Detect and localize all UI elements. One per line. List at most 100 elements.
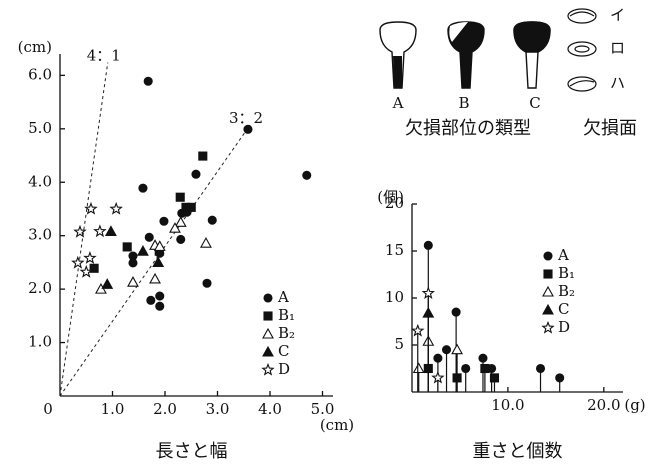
chart-title: 重さと個数 — [473, 441, 563, 462]
legend-marker — [263, 311, 273, 321]
marker — [149, 272, 161, 284]
y-tick-label: 6.0 — [28, 65, 52, 83]
legend-label: D — [558, 318, 570, 336]
marker — [169, 222, 181, 233]
x-tick-label: 2.0 — [153, 400, 177, 418]
legend-label: D — [278, 360, 290, 378]
marker — [191, 169, 201, 179]
marker — [146, 295, 156, 305]
face-label: ロ — [610, 39, 625, 57]
y-tick-label: 5 — [394, 335, 404, 353]
marker — [84, 201, 98, 215]
marker — [412, 362, 425, 374]
marker — [480, 363, 490, 374]
legend-marker — [262, 345, 274, 357]
y-tick-label: 15 — [385, 241, 404, 259]
marker — [174, 216, 187, 227]
marker — [478, 353, 488, 363]
type-label: C — [529, 94, 540, 112]
marker — [410, 323, 425, 337]
marker — [159, 216, 169, 226]
legend-label: B₂ — [278, 324, 295, 342]
y-tick-label: 20 — [385, 194, 404, 212]
type-label: A — [392, 94, 404, 112]
legend-marker — [543, 251, 553, 261]
shape-a-loss — [393, 56, 402, 88]
marker — [152, 256, 165, 267]
y-tick-label: 10 — [385, 288, 404, 306]
marker — [144, 232, 154, 242]
y-unit: (cm) — [18, 38, 52, 56]
legend-marker — [541, 320, 555, 334]
face-label: ハ — [610, 74, 625, 92]
y-unit: (個) — [377, 188, 404, 206]
type-label: B — [458, 94, 469, 112]
y-tick-label: 2.0 — [28, 279, 52, 297]
marker — [535, 363, 546, 374]
marker — [441, 345, 452, 355]
legend-label: B₁ — [558, 264, 575, 282]
x-tick-label: 1.0 — [101, 400, 125, 418]
legend-label: C — [278, 342, 289, 360]
marker — [127, 276, 139, 287]
marker — [202, 278, 212, 288]
x-tick-label: 3.0 — [206, 400, 230, 418]
shape-b — [447, 21, 485, 89]
marker — [200, 237, 212, 248]
face-icon-line — [569, 80, 595, 87]
legend-marker — [262, 327, 274, 339]
marker — [143, 76, 153, 86]
marker — [175, 192, 185, 202]
marker — [104, 225, 117, 236]
marker — [207, 215, 217, 225]
y-tick-label: 1.0 — [28, 333, 52, 351]
marker — [101, 278, 114, 289]
type-shapes — [379, 21, 551, 89]
x-unit: (cm) — [320, 416, 354, 434]
face-icons — [567, 8, 597, 92]
marker — [431, 370, 445, 384]
y-tick-label: 4.0 — [28, 172, 52, 190]
x-unit: (g) — [624, 396, 645, 414]
legend-marker — [261, 362, 275, 376]
marker — [186, 202, 196, 212]
marker — [243, 124, 253, 134]
face-label: イ — [610, 6, 625, 24]
marker — [433, 353, 443, 363]
legend-marker — [542, 285, 554, 297]
legend-marker — [263, 293, 273, 303]
legend-marker — [542, 303, 554, 315]
reference-line — [59, 124, 251, 397]
x-tick-label: 20.0 — [587, 396, 620, 414]
legend-label: A — [277, 288, 289, 306]
face-icon-line — [574, 45, 590, 53]
shape-a — [379, 21, 417, 89]
x-tick-label: 4.0 — [258, 400, 282, 418]
marker — [451, 307, 461, 317]
shape-b-rest — [449, 22, 468, 42]
marker — [421, 286, 435, 299]
reference-label: 3：2 — [229, 109, 263, 127]
marker — [555, 373, 565, 383]
legend-label: B₂ — [558, 282, 575, 300]
marker — [302, 170, 312, 180]
chart-title: 長さと幅 — [156, 441, 228, 462]
legend-marker — [543, 269, 553, 279]
y-tick-label: 3.0 — [28, 226, 52, 244]
marker — [153, 240, 166, 251]
marker — [93, 224, 107, 238]
face-icon-line — [569, 11, 595, 17]
marker — [176, 234, 186, 244]
x-tick-label: 0 — [43, 400, 53, 418]
marker — [71, 255, 85, 269]
marker — [89, 263, 99, 273]
x-tick-label: 10.0 — [491, 396, 524, 414]
legend-label: C — [558, 300, 569, 318]
marker — [122, 242, 132, 252]
face-icon — [567, 8, 597, 24]
marker — [155, 301, 165, 311]
marker — [198, 151, 208, 161]
reference-label: 4：1 — [87, 47, 121, 65]
marker — [73, 224, 87, 238]
